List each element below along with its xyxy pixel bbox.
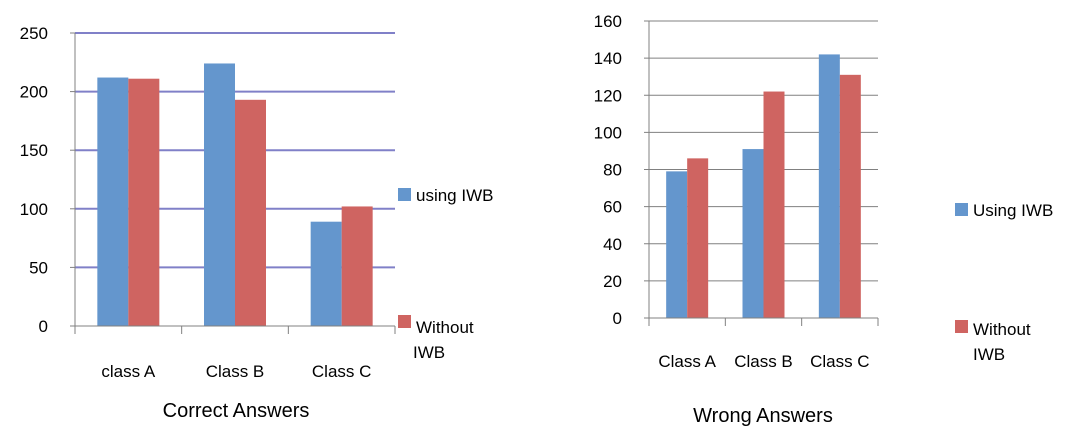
legend-label-using-iwb: using IWB [416, 186, 493, 205]
bar-using-iwb-class-c [310, 221, 342, 326]
bar-without-iwb-class-b [235, 99, 266, 326]
x-tick-label: Class C [810, 352, 870, 371]
legend-swatch-without-iwb [398, 315, 411, 328]
y-tick-label: 100 [20, 200, 48, 219]
correct-answers-chart: 0 50 100 150 200 250 class A Class B Class C Co… [20, 24, 494, 422]
x-tick-label: class A [101, 362, 156, 381]
x-tick-label: Class B [734, 352, 793, 371]
bars [97, 63, 373, 327]
y-tick-label: 40 [603, 235, 622, 254]
bar-without-iwb-class-b [763, 91, 785, 318]
bar-using-iwb-class-a [97, 77, 129, 326]
x-axis-title: Wrong Answers [693, 405, 833, 427]
x-axis-tick-labels: Class A Class B Class C [658, 352, 869, 371]
y-tick-label: 160 [594, 12, 622, 31]
x-axis-ticks [648, 318, 879, 326]
y-axis-tick-labels: 0 20 40 60 80 100 120 140 160 [594, 12, 622, 328]
y-tick-label: 100 [594, 123, 622, 142]
legend-label-using-iwb: Using IWB [973, 201, 1053, 220]
x-tick-label: Class B [206, 362, 265, 381]
y-axis-tick-labels: 0 50 100 150 200 250 [20, 24, 48, 336]
bar-without-iwb-class-a [687, 158, 709, 318]
y-tick-label: 200 [20, 83, 48, 102]
legend-swatch-using-iwb [398, 188, 411, 201]
bar-without-iwb-class-a [128, 78, 160, 326]
bar-without-iwb-class-c [839, 74, 861, 318]
y-tick-label: 80 [603, 161, 622, 180]
legend-label-without-iwb: Without IWB [973, 320, 1031, 364]
y-tick-label: 120 [594, 86, 622, 105]
y-tick-label: 0 [613, 309, 622, 328]
bars [666, 54, 861, 318]
y-tick-label: 250 [20, 24, 48, 43]
y-tick-label: 150 [20, 141, 48, 160]
bar-without-iwb-class-c [341, 206, 373, 326]
bar-using-iwb-class-b [204, 63, 235, 327]
bar-using-iwb-class-c [818, 54, 840, 318]
legend-swatch-without-iwb [955, 320, 968, 333]
legend: Using IWB Without IWB [955, 201, 1053, 364]
y-tick-label: 0 [39, 317, 48, 336]
x-axis-ticks [74, 326, 396, 334]
bar-using-iwb-class-b [742, 149, 764, 318]
y-tick-label: 140 [594, 49, 622, 68]
bar-using-iwb-class-a [666, 171, 688, 318]
x-tick-label: Class C [312, 362, 372, 381]
y-tick-label: 20 [603, 272, 622, 291]
y-tick-label: 50 [29, 258, 48, 277]
y-tick-label: 60 [603, 198, 622, 217]
x-axis-tick-labels: class A Class B Class C [101, 362, 371, 381]
legend-swatch-using-iwb [955, 203, 968, 216]
x-axis-title: Correct Answers [163, 400, 310, 422]
legend: using IWB Without IWB [398, 186, 493, 362]
legend-label-without-iwb: Without IWB [413, 318, 474, 362]
x-tick-label: Class A [658, 352, 716, 371]
